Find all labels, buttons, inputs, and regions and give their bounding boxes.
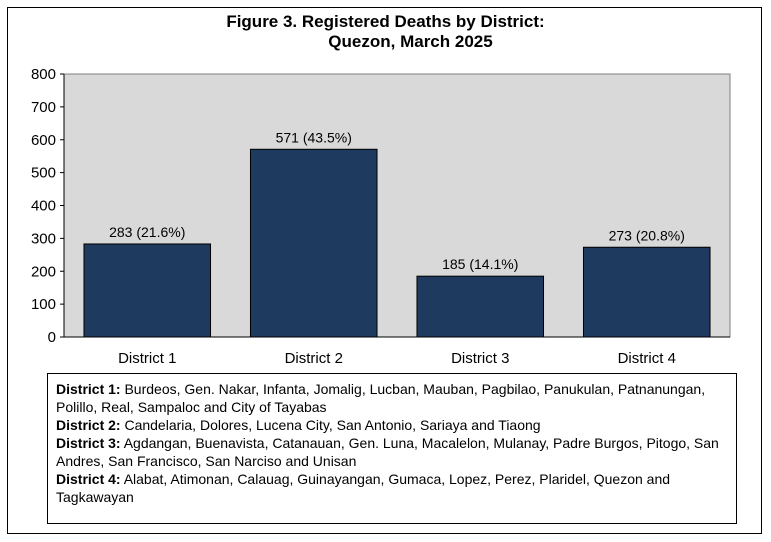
chart-title-line2: Quezon, March 2025 [328, 32, 493, 51]
y-tick-label: 400 [31, 198, 56, 215]
data-label-2: 571 (43.5%) [276, 129, 352, 145]
x-tick-label-3: District 3 [451, 350, 509, 367]
y-tick-label: 500 [31, 165, 56, 182]
y-tick-label: 0 [48, 329, 56, 346]
chart-title: Figure 3. Registered Deaths by District:… [0, 12, 771, 52]
x-tick-label-4: District 4 [618, 350, 676, 367]
y-tick-label: 200 [31, 263, 56, 280]
bar-chart: 0 100 200 300 400 500 600 700 800 283 (21.6%) Dist… [31, 66, 731, 367]
y-tick-label: 700 [31, 99, 56, 116]
note-district-2: District 2: Candelaria, Dolores, Lucena … [56, 417, 541, 433]
data-label-1: 283 (21.6%) [109, 224, 185, 240]
y-tick-label: 600 [31, 132, 56, 149]
data-label-3: 185 (14.1%) [442, 256, 518, 272]
bar-1 [83, 243, 212, 338]
bar-3 [416, 275, 545, 338]
y-tick-label: 300 [31, 230, 56, 247]
note-district-1: District 1: Burdeos, Gen. Nakar, Infanta… [56, 381, 706, 415]
note-district-4: District 4: Alabat, Atimonan, Calauag, G… [56, 471, 671, 505]
note-district-3: District 3: Agdangan, Buenavista, Catana… [56, 435, 719, 469]
x-tick-label-1: District 1 [118, 350, 176, 367]
district-notes: District 1: Burdeos, Gen. Nakar, Infanta… [47, 373, 737, 524]
bar-4 [582, 246, 711, 338]
bar-2 [249, 148, 378, 338]
y-tick-label: 800 [31, 66, 56, 83]
data-label-4: 273 (20.8%) [609, 227, 685, 243]
chart-title-line1: Figure 3. Registered Deaths by District: [226, 12, 545, 31]
y-tick-label: 100 [31, 296, 56, 313]
x-tick-label-2: District 2 [285, 350, 343, 367]
